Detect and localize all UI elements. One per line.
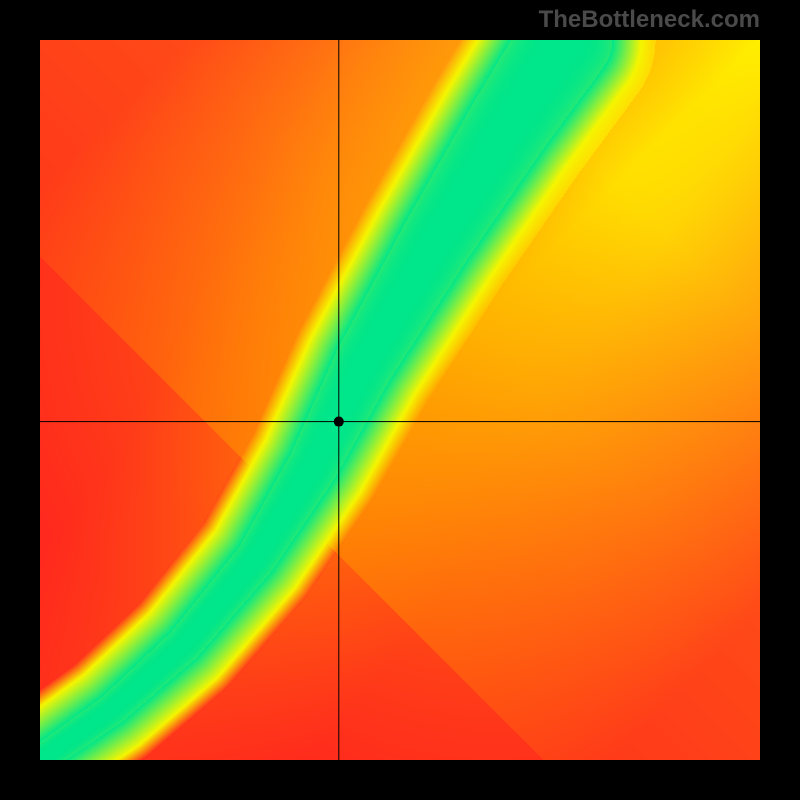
bottleneck-heatmap — [0, 0, 800, 800]
chart-container: TheBottleneck.com — [0, 0, 800, 800]
watermark-text: TheBottleneck.com — [539, 6, 760, 34]
